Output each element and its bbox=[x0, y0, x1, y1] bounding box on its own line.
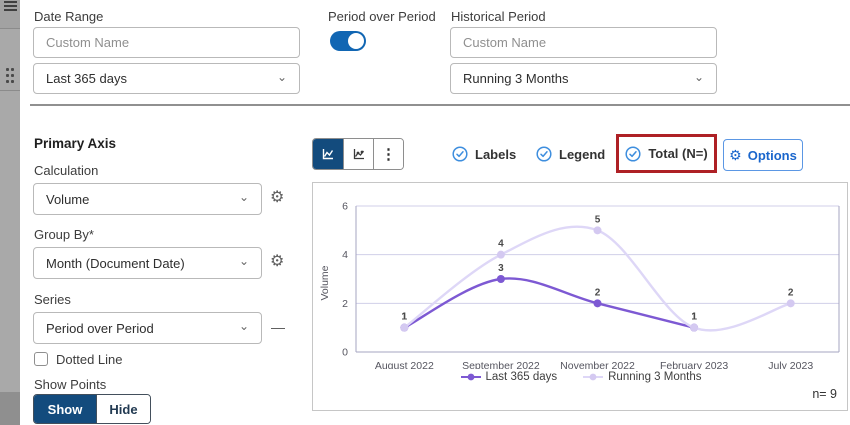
svg-text:5: 5 bbox=[595, 214, 601, 225]
group-by-select-value: Month (Document Date) bbox=[46, 255, 185, 271]
check-circle-icon bbox=[452, 146, 468, 162]
calculation-select[interactable]: Volume ⌄ bbox=[33, 183, 262, 215]
legend-marker-icon bbox=[583, 373, 604, 381]
labels-toggle-label: Labels bbox=[475, 146, 517, 162]
legend-item-label: Last 365 days bbox=[485, 371, 558, 383]
legend-toggle[interactable]: Legend bbox=[536, 146, 605, 162]
options-button[interactable]: ⚙ Options bbox=[723, 139, 803, 171]
dotted-line-checkbox[interactable] bbox=[34, 352, 48, 366]
gear-icon: ⚙ bbox=[729, 147, 742, 163]
primary-axis-title: Primary Axis bbox=[34, 136, 117, 151]
series-select[interactable]: Period over Period ⌄ bbox=[33, 312, 262, 344]
date-range-select[interactable]: Last 365 days ⌄ bbox=[33, 63, 300, 94]
period-over-period-label: Period over Period bbox=[328, 9, 436, 24]
historical-period-select-value: Running 3 Months bbox=[463, 71, 569, 86]
ellipsis-vertical-icon: ⋮ bbox=[381, 146, 396, 163]
rail-divider bbox=[0, 90, 20, 91]
svg-text:February 2023: February 2023 bbox=[660, 360, 728, 369]
group-by-label: Group By* bbox=[34, 227, 94, 242]
rail-top-segment bbox=[0, 0, 20, 29]
historical-period-label: Historical Period bbox=[451, 9, 546, 24]
legend-item-label: Running 3 Months bbox=[608, 371, 702, 383]
group-by-select[interactable]: Month (Document Date) ⌄ bbox=[33, 247, 262, 279]
legend-item[interactable]: Running 3 Months bbox=[583, 371, 701, 383]
chevron-down-icon: ⌄ bbox=[693, 69, 704, 84]
total-n-toggle-label: Total (N=) bbox=[648, 146, 708, 161]
chevron-down-icon: ⌄ bbox=[238, 319, 249, 333]
more-chart-types-button[interactable]: ⋮ bbox=[373, 139, 403, 169]
series-label: Series bbox=[34, 292, 71, 307]
date-range-custom-name-input[interactable] bbox=[33, 27, 300, 58]
svg-text:3: 3 bbox=[498, 263, 504, 274]
rail-bottom-segment bbox=[0, 392, 20, 425]
calculation-label: Calculation bbox=[34, 163, 99, 178]
chart-card: 0 2 4 6 August 2022 September 2022 November 20… bbox=[312, 182, 848, 411]
svg-text:6: 6 bbox=[342, 201, 348, 213]
remove-series-icon[interactable]: — bbox=[271, 319, 285, 335]
historical-period-select[interactable]: Running 3 Months ⌄ bbox=[450, 63, 717, 94]
check-circle-icon bbox=[625, 145, 641, 162]
chevron-down-icon: ⌄ bbox=[276, 69, 287, 84]
svg-text:1: 1 bbox=[691, 312, 697, 323]
dotted-line-label: Dotted Line bbox=[56, 352, 123, 367]
check-circle-icon bbox=[536, 146, 552, 162]
show-button[interactable]: Show bbox=[34, 395, 96, 423]
svg-text:August 2022: August 2022 bbox=[375, 360, 434, 369]
svg-text:4: 4 bbox=[498, 239, 504, 250]
svg-text:0: 0 bbox=[342, 347, 348, 359]
group-by-gear-icon[interactable]: ⚙ bbox=[270, 253, 285, 270]
calculation-gear-icon[interactable]: ⚙ bbox=[270, 189, 285, 206]
options-button-label: Options bbox=[747, 147, 797, 163]
svg-text:1: 1 bbox=[402, 312, 408, 323]
point-chart-type-button[interactable] bbox=[343, 139, 373, 169]
svg-text:1: 1 bbox=[691, 312, 697, 323]
svg-text:2: 2 bbox=[595, 287, 601, 298]
svg-text:November 2022: November 2022 bbox=[560, 360, 635, 369]
total-n-highlight-annotation[interactable]: Total (N=) bbox=[616, 134, 717, 173]
historical-period-custom-name-input[interactable] bbox=[450, 27, 717, 58]
svg-text:July 2023: July 2023 bbox=[768, 360, 813, 369]
line-chart-type-button[interactable] bbox=[313, 139, 343, 169]
show-points-segmented: Show Hide bbox=[33, 394, 151, 424]
chart-legend: Last 365 days Running 3 Months bbox=[313, 371, 849, 383]
show-points-label: Show Points bbox=[34, 377, 107, 392]
legend-toggle-label: Legend bbox=[559, 146, 606, 162]
sample-size-label: n= 9 bbox=[812, 387, 837, 401]
legend-item[interactable]: Last 365 days bbox=[460, 371, 558, 383]
period-over-period-toggle[interactable] bbox=[330, 31, 366, 51]
svg-text:September 2022: September 2022 bbox=[462, 360, 540, 369]
labels-toggle[interactable]: Labels bbox=[452, 146, 516, 162]
line-chart[interactable]: 0 2 4 6 August 2022 September 2022 November 20… bbox=[313, 183, 849, 369]
line-chart-icon bbox=[322, 149, 334, 160]
chevron-down-icon: ⌄ bbox=[238, 254, 249, 268]
svg-text:2: 2 bbox=[342, 298, 348, 310]
date-range-label: Date Range bbox=[34, 9, 104, 24]
svg-text:1: 1 bbox=[402, 312, 408, 323]
hide-button[interactable]: Hide bbox=[96, 395, 150, 423]
section-divider bbox=[30, 104, 850, 106]
svg-text:4: 4 bbox=[342, 249, 348, 261]
calculation-select-value: Volume bbox=[46, 191, 90, 207]
legend-marker-icon bbox=[460, 373, 481, 381]
series-select-value: Period over Period bbox=[46, 320, 154, 336]
date-range-select-value: Last 365 days bbox=[46, 71, 127, 86]
left-rail bbox=[0, 0, 20, 425]
chart-type-segmented: ⋮ bbox=[312, 138, 404, 170]
line-points-chart-icon bbox=[353, 149, 364, 160]
y-axis-title: Volume bbox=[319, 265, 331, 301]
chevron-down-icon: ⌄ bbox=[238, 190, 249, 204]
toggle-knob bbox=[348, 33, 364, 49]
svg-text:2: 2 bbox=[788, 287, 794, 298]
